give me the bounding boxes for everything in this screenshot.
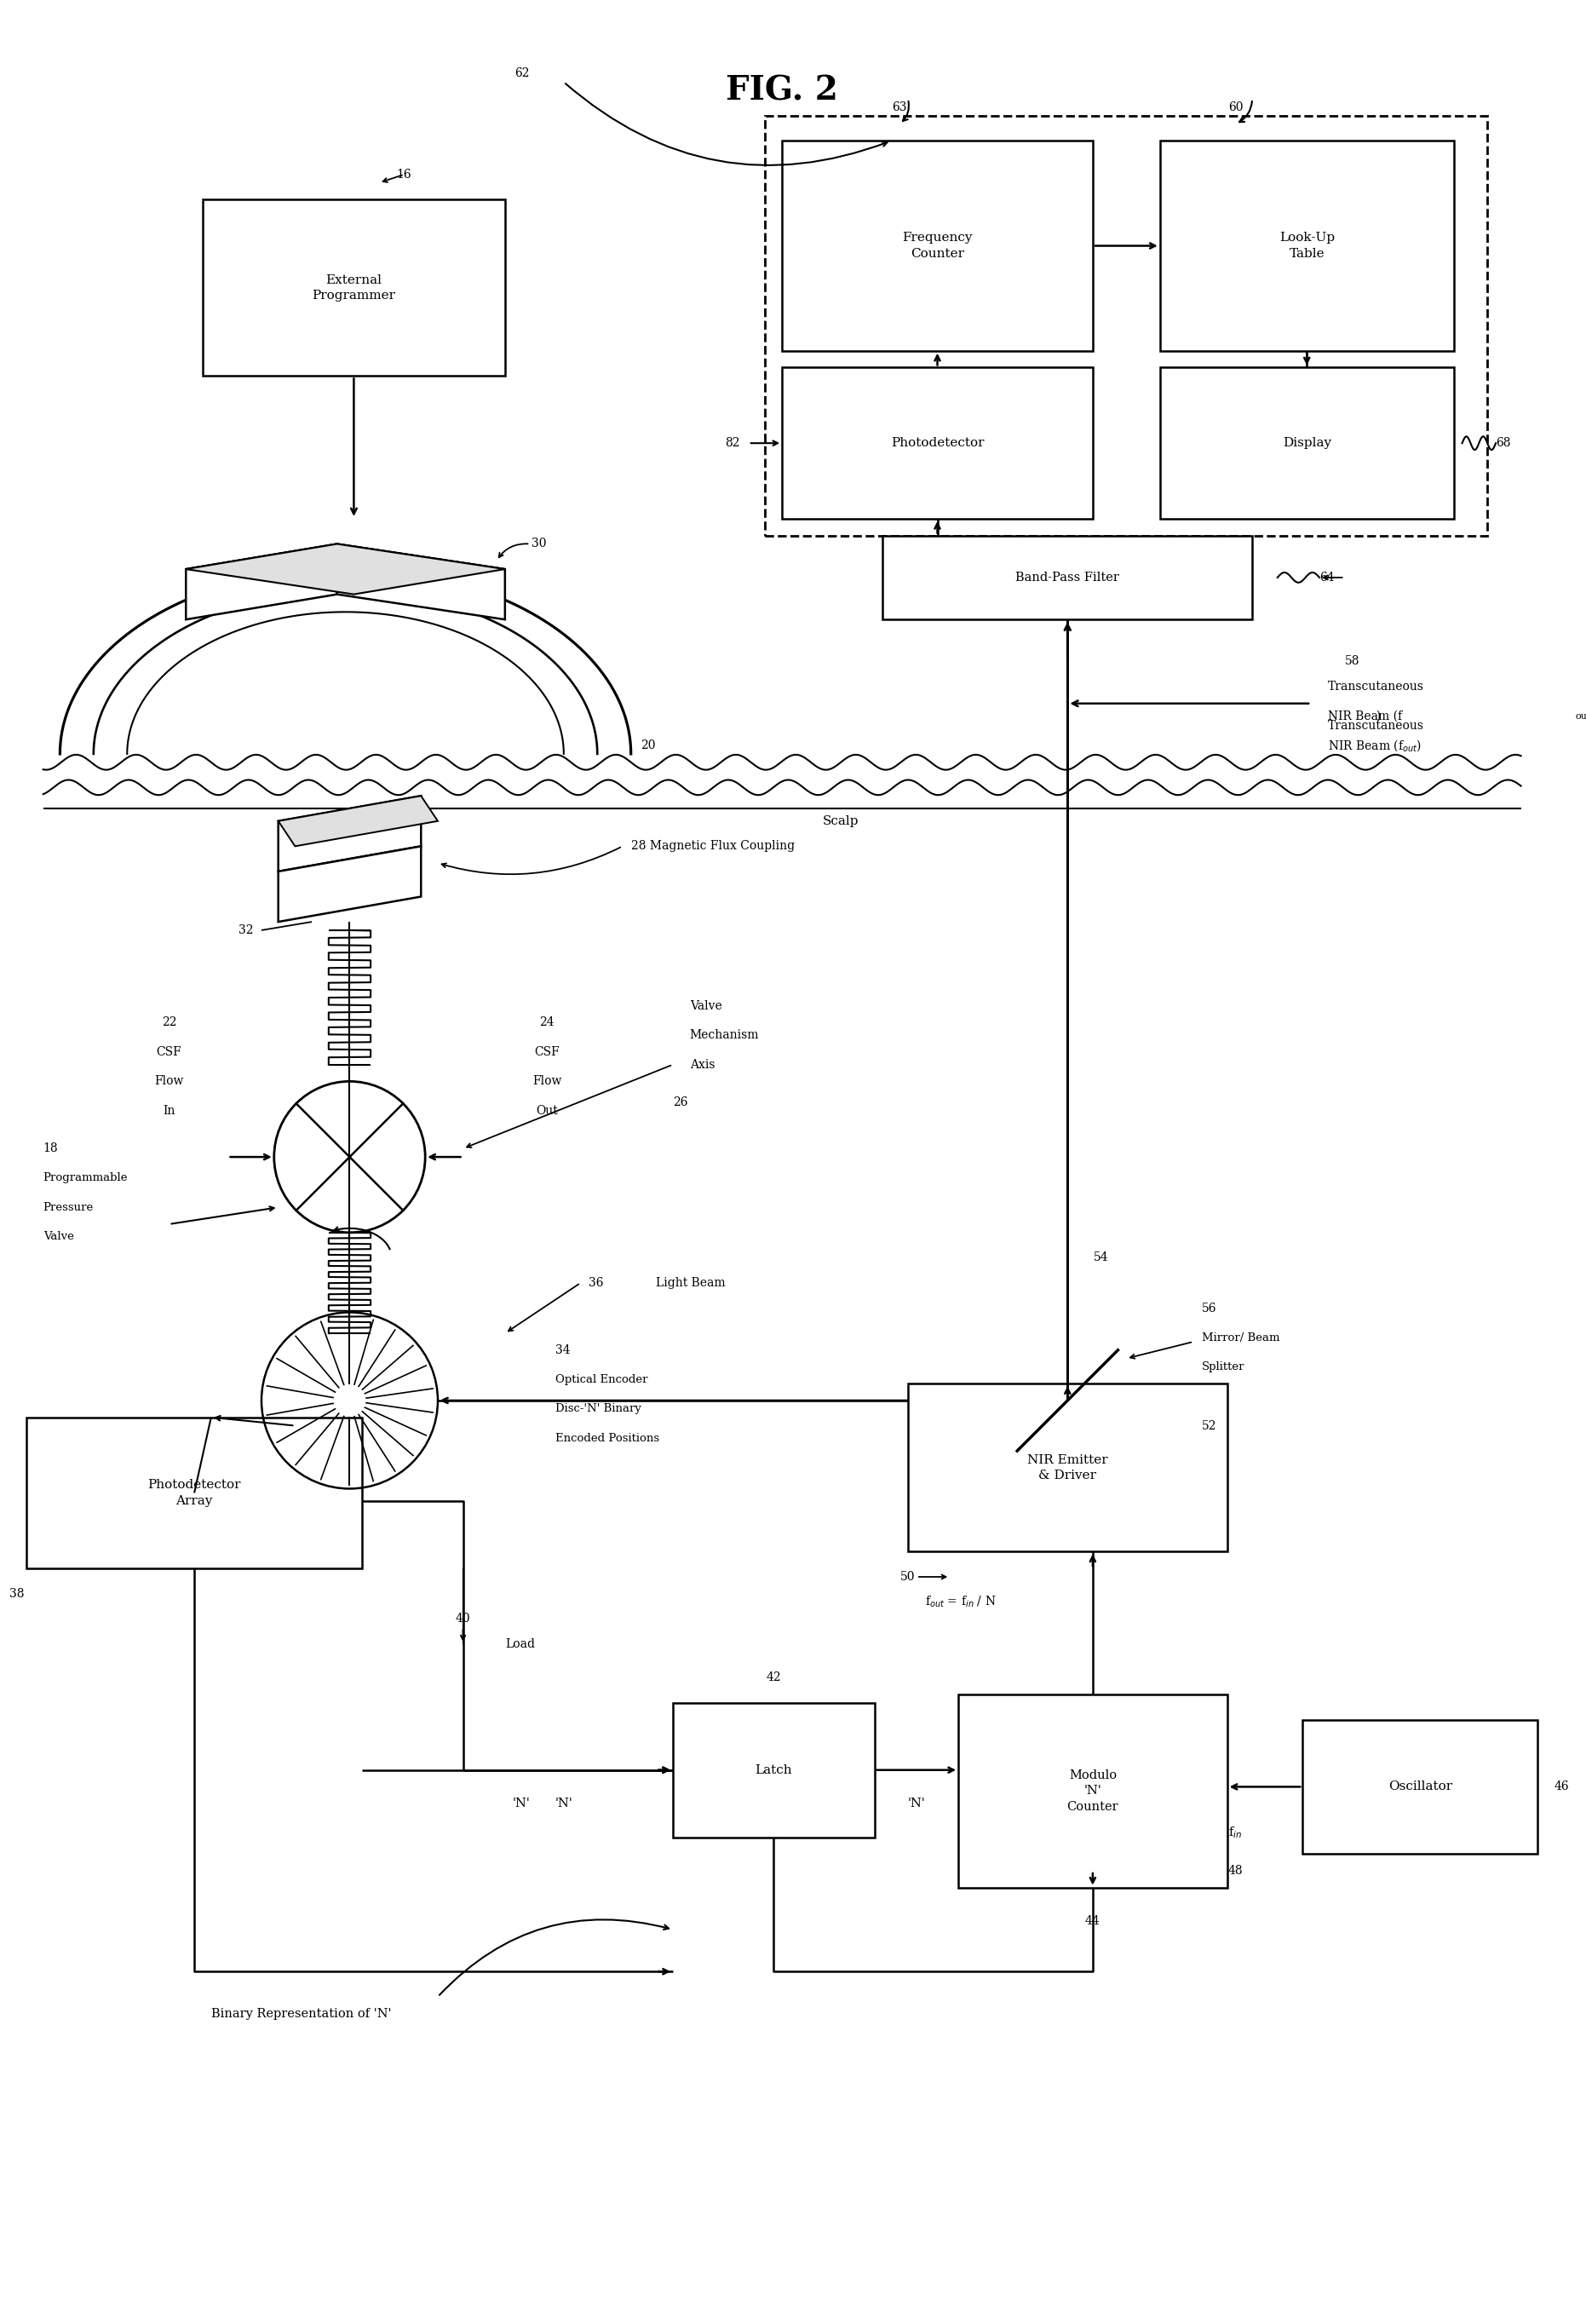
Text: 64: 64: [1320, 572, 1334, 583]
Text: Programmable: Programmable: [43, 1171, 128, 1183]
Text: 36: 36: [588, 1276, 604, 1290]
Text: 26: 26: [672, 1097, 688, 1109]
Bar: [1159, 142, 1454, 351]
Text: Valve: Valve: [690, 999, 722, 1011]
Text: External
Programmer: External Programmer: [312, 274, 395, 302]
Text: 62: 62: [514, 67, 530, 79]
Text: ): ): [1327, 711, 1381, 723]
Text: 18: 18: [43, 1143, 59, 1155]
Text: 30: 30: [531, 537, 546, 551]
Text: f$_{in}$: f$_{in}$: [1229, 1824, 1242, 1841]
Text: Out: Out: [536, 1104, 558, 1118]
Text: Flow: Flow: [154, 1076, 184, 1088]
Bar: [883, 535, 1253, 621]
Text: 24: 24: [539, 1016, 555, 1030]
Text: 40: 40: [455, 1613, 471, 1624]
Text: Modulo
'N'
Counter: Modulo 'N' Counter: [1067, 1769, 1118, 1813]
Bar: [766, 116, 1488, 535]
Text: 'N': 'N': [512, 1799, 531, 1810]
Text: Mirror/ Beam: Mirror/ Beam: [1202, 1332, 1280, 1343]
Text: 56: 56: [1202, 1301, 1216, 1313]
Bar: [1302, 1720, 1538, 1855]
Text: 16: 16: [396, 167, 412, 181]
Text: Valve: Valve: [43, 1232, 73, 1243]
Text: Disc-'N' Binary: Disc-'N' Binary: [555, 1404, 641, 1415]
Text: Transcutaneous
NIR Beam (f$_{out}$): Transcutaneous NIR Beam (f$_{out}$): [1327, 720, 1424, 753]
Bar: [672, 1703, 874, 1838]
Text: 22: 22: [162, 1016, 176, 1030]
Text: NIR Beam (f: NIR Beam (f: [1327, 711, 1402, 723]
Bar: [203, 200, 504, 376]
Text: FIG. 2: FIG. 2: [726, 74, 839, 107]
Text: 20: 20: [641, 739, 655, 751]
Text: 82: 82: [725, 437, 741, 449]
Text: Oscillator: Oscillator: [1388, 1780, 1453, 1792]
Bar: [909, 1383, 1228, 1552]
Text: Axis: Axis: [690, 1060, 715, 1071]
Polygon shape: [278, 846, 420, 923]
Polygon shape: [186, 544, 338, 621]
Text: Light Beam: Light Beam: [657, 1276, 726, 1290]
Polygon shape: [186, 544, 504, 595]
Text: Load: Load: [504, 1638, 534, 1650]
Text: 34: 34: [555, 1343, 571, 1357]
Text: In: In: [163, 1104, 174, 1118]
Bar: [27, 1418, 362, 1569]
Text: 54: 54: [1094, 1253, 1109, 1264]
Text: 'N': 'N': [555, 1799, 573, 1810]
Text: 46: 46: [1554, 1780, 1570, 1792]
Text: Band-Pass Filter: Band-Pass Filter: [1015, 572, 1120, 583]
Text: N: N: [347, 878, 360, 890]
Text: NIR Emitter
& Driver: NIR Emitter & Driver: [1028, 1455, 1109, 1480]
Text: Binary Representation of 'N': Binary Representation of 'N': [211, 2008, 392, 2020]
Text: Photodetector
Array: Photodetector Array: [147, 1478, 241, 1506]
Polygon shape: [338, 544, 504, 621]
Bar: [782, 142, 1093, 351]
Polygon shape: [278, 795, 438, 846]
Text: 60: 60: [1228, 102, 1243, 114]
Text: Look-Up
Table: Look-Up Table: [1278, 232, 1334, 260]
Text: 68: 68: [1496, 437, 1510, 449]
Text: Transcutaneous: Transcutaneous: [1327, 681, 1424, 693]
Text: Splitter: Splitter: [1202, 1362, 1245, 1373]
Text: CSF: CSF: [534, 1046, 560, 1057]
Text: 32: 32: [238, 925, 254, 937]
Text: Flow: Flow: [533, 1076, 561, 1088]
Text: Optical Encoder: Optical Encoder: [555, 1373, 647, 1385]
Text: out: out: [1575, 711, 1586, 720]
Text: 44: 44: [1085, 1915, 1101, 1927]
Text: 50: 50: [901, 1571, 915, 1583]
Text: Frequency
Counter: Frequency Counter: [902, 232, 972, 260]
Polygon shape: [278, 795, 420, 872]
Text: 63: 63: [893, 102, 907, 114]
Text: S: S: [349, 827, 358, 839]
Text: Display: Display: [1283, 437, 1331, 449]
Text: Photodetector: Photodetector: [891, 437, 983, 449]
Text: CSF: CSF: [157, 1046, 182, 1057]
Text: S: S: [416, 579, 427, 593]
Text: Encoded Positions: Encoded Positions: [555, 1434, 660, 1443]
Text: 48: 48: [1228, 1864, 1243, 1878]
Text: Pressure: Pressure: [43, 1202, 94, 1213]
Text: Scalp: Scalp: [823, 816, 860, 827]
Text: N: N: [255, 574, 268, 588]
Text: f$_{out}$ = f$_{in}$ / N: f$_{out}$ = f$_{in}$ / N: [925, 1594, 996, 1611]
Text: 42: 42: [766, 1671, 782, 1683]
Text: 28 Magnetic Flux Coupling: 28 Magnetic Flux Coupling: [631, 841, 795, 853]
Text: Mechanism: Mechanism: [690, 1030, 760, 1041]
Text: Latch: Latch: [755, 1764, 793, 1776]
Bar: [958, 1694, 1228, 1887]
Text: 38: 38: [10, 1587, 24, 1599]
Bar: [1159, 367, 1454, 518]
Bar: [782, 367, 1093, 518]
Text: 58: 58: [1345, 655, 1359, 667]
Text: 52: 52: [1202, 1420, 1216, 1432]
Text: 'N': 'N': [907, 1799, 925, 1810]
